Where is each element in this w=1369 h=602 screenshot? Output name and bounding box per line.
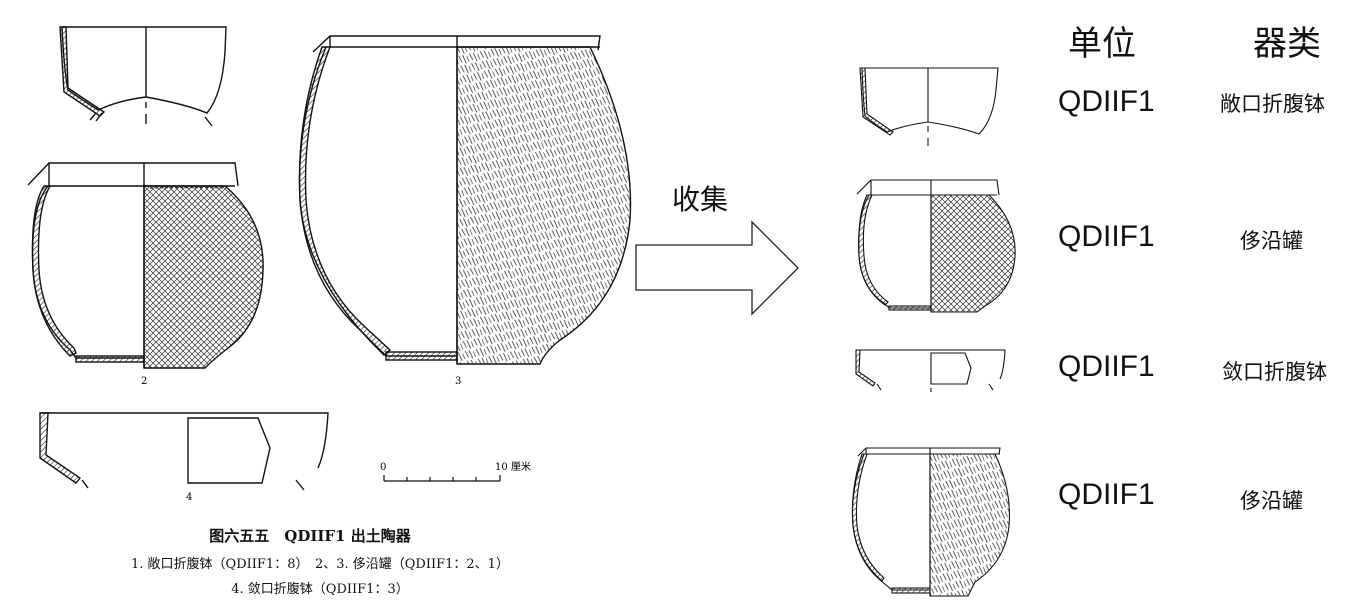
- row-4-unit: QDIIF1: [1058, 478, 1155, 511]
- item-number-4: 4: [186, 492, 192, 503]
- header-unit: 单位: [1068, 24, 1136, 64]
- scale-bar: [383, 475, 501, 482]
- figure-title: 图六五五 QDIIF1 出土陶器: [209, 527, 411, 545]
- item-number-3: 3: [455, 376, 461, 387]
- figure-caption-line-1: 1. 敞口折腹钵（QDIIF1：8） 2、3. 侈沿罐（QDIIF1：2、1）: [131, 557, 509, 572]
- row-3-unit: QDIIF1: [1058, 350, 1155, 383]
- row-2-type: 侈沿罐: [1240, 229, 1303, 253]
- row-3-type: 敛口折腹钵: [1222, 360, 1327, 384]
- row-4-type: 侈沿罐: [1240, 489, 1303, 513]
- thumbnail-vessel-jar: [856, 179, 1016, 313]
- pottery-drawing-plate: 2 3 4 0 10 厘米: [27, 26, 632, 503]
- vessel-1-bowl: [59, 26, 227, 127]
- scale-bar-start: 0: [380, 462, 386, 473]
- row-1-type: 敞口折腹钵: [1220, 92, 1325, 116]
- thumbnail-vessel-bowl: [859, 67, 999, 146]
- thumbnail-vessel-closed-bowl: [855, 349, 1006, 392]
- figure-caption-line-2: 4. 敛口折腹钵（QDIIF1：3）: [231, 582, 409, 597]
- item-number-2: 2: [141, 376, 147, 387]
- vessel-2-jar: [27, 162, 264, 369]
- header-type: 器类: [1253, 24, 1321, 64]
- arrow-label: 收集: [672, 183, 729, 216]
- vessel-4-bowl: [39, 412, 329, 491]
- scale-bar-end: 10 厘米: [495, 460, 531, 473]
- thumbnail-vessel-tall-jar: [851, 447, 1010, 597]
- row-1-unit: QDIIF1: [1058, 85, 1155, 118]
- row-2-unit: QDIIF1: [1058, 220, 1155, 253]
- right-arrow-icon: [635, 220, 799, 316]
- vessel-3-tall-jar: [298, 35, 632, 365]
